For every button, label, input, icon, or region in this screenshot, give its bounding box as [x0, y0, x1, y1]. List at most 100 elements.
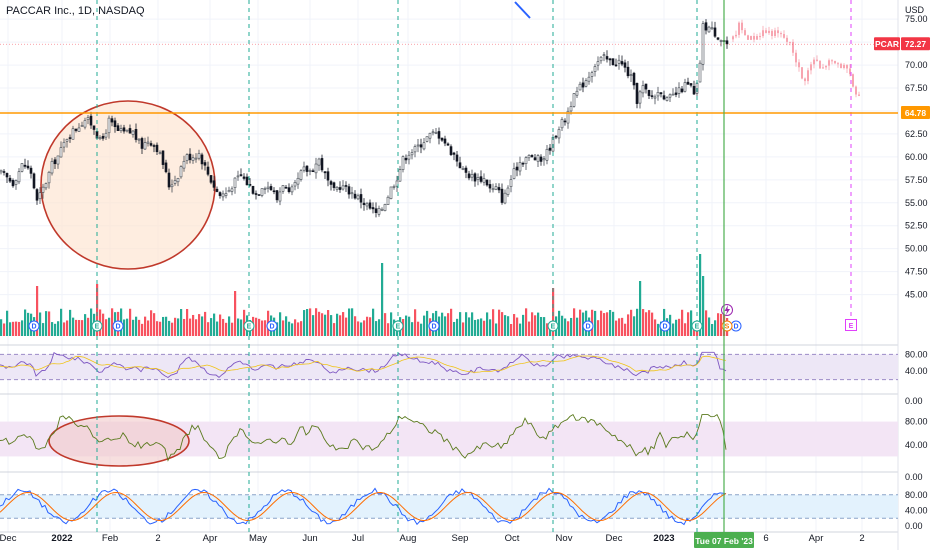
candle-body[interactable]	[53, 159, 57, 165]
candle-body[interactable]	[716, 37, 720, 40]
candle-body[interactable]	[191, 157, 195, 161]
candle-body[interactable]	[317, 158, 321, 166]
candle-body[interactable]	[419, 144, 423, 148]
candle-body[interactable]	[644, 83, 648, 90]
candle-body[interactable]	[485, 179, 489, 186]
candle-body[interactable]	[149, 143, 153, 146]
candle-body[interactable]	[587, 76, 591, 82]
candle-body[interactable]	[131, 130, 135, 135]
candle-body[interactable]	[572, 93, 576, 107]
candle-body[interactable]	[665, 97, 669, 101]
candle-body[interactable]	[395, 180, 399, 187]
candle-body[interactable]	[107, 117, 111, 134]
candle-body[interactable]	[683, 82, 687, 92]
candle-body[interactable]	[275, 190, 279, 201]
candle-body[interactable]	[617, 59, 621, 64]
candle-body[interactable]	[467, 173, 471, 179]
candle-body[interactable]	[449, 146, 453, 155]
candle-body[interactable]	[389, 186, 393, 199]
candle-body[interactable]	[674, 92, 678, 95]
candle-body[interactable]	[194, 157, 198, 160]
candle-body[interactable]	[71, 128, 75, 140]
candle-body[interactable]	[140, 138, 144, 149]
candle-body[interactable]	[608, 58, 612, 61]
dividend-marker[interactable]: D	[112, 320, 124, 332]
candle-body[interactable]	[521, 162, 525, 165]
candle-body[interactable]	[443, 138, 447, 144]
candle-body[interactable]	[29, 167, 33, 174]
candle-body[interactable]	[83, 120, 87, 128]
candle-body[interactable]	[185, 154, 189, 162]
candle-body[interactable]	[386, 196, 390, 205]
candle-body[interactable]	[560, 119, 564, 129]
candle-body[interactable]	[542, 158, 546, 161]
candle-body[interactable]	[341, 185, 345, 190]
candle-body[interactable]	[26, 165, 30, 169]
earnings-marker[interactable]: E	[91, 320, 103, 332]
candle-body[interactable]	[8, 177, 12, 182]
candle-body[interactable]	[590, 72, 594, 77]
candle-body[interactable]	[470, 174, 474, 178]
candle-body[interactable]	[473, 173, 477, 182]
candle-body[interactable]	[401, 156, 405, 170]
candle-body[interactable]	[509, 179, 513, 187]
candle-body[interactable]	[506, 187, 510, 195]
candle-body[interactable]	[200, 154, 204, 165]
ellipse-annotation-oscillator[interactable]	[48, 415, 190, 467]
candle-body[interactable]	[713, 27, 717, 37]
candle-body[interactable]	[263, 188, 267, 190]
candle-body[interactable]	[422, 142, 426, 150]
candle-body[interactable]	[158, 152, 162, 154]
candle-body[interactable]	[269, 186, 273, 190]
candle-body[interactable]	[227, 190, 231, 193]
candle-body[interactable]	[17, 171, 21, 183]
ellipse-annotation-price[interactable]	[40, 100, 216, 270]
candle-body[interactable]	[398, 169, 402, 182]
trend-line[interactable]	[514, 1, 531, 19]
candle-body[interactable]	[416, 144, 420, 147]
candle-body[interactable]	[215, 188, 219, 192]
candle-body[interactable]	[650, 95, 654, 97]
candle-body[interactable]	[719, 40, 723, 42]
candle-body[interactable]	[380, 208, 384, 211]
candle-body[interactable]	[266, 186, 270, 189]
candle-body[interactable]	[230, 188, 234, 192]
candle-body[interactable]	[122, 127, 126, 132]
candle-body[interactable]	[257, 194, 261, 196]
candle-body[interactable]	[218, 192, 222, 196]
candle-body[interactable]	[569, 106, 573, 112]
candle-body[interactable]	[686, 81, 690, 85]
candle-body[interactable]	[167, 172, 171, 188]
candle-body[interactable]	[176, 178, 180, 183]
candle-body[interactable]	[536, 155, 540, 162]
candle-body[interactable]	[323, 171, 327, 174]
candle-body[interactable]	[92, 125, 96, 130]
candle-body[interactable]	[2, 171, 6, 173]
candle-body[interactable]	[575, 90, 579, 96]
candle-body[interactable]	[539, 156, 543, 162]
candle-body[interactable]	[437, 131, 441, 139]
candle-body[interactable]	[377, 208, 381, 215]
candle-body[interactable]	[440, 137, 444, 141]
candle-body[interactable]	[632, 72, 636, 86]
dividend-marker[interactable]: D	[428, 320, 440, 332]
candle-body[interactable]	[134, 129, 138, 140]
dividend-marker[interactable]: D	[266, 320, 278, 332]
candle-body[interactable]	[155, 144, 159, 153]
candle-body[interactable]	[479, 176, 483, 182]
candle-body[interactable]	[113, 120, 117, 127]
candle-body[interactable]	[638, 91, 642, 104]
candle-body[interactable]	[434, 132, 438, 134]
candle-body[interactable]	[620, 61, 624, 65]
candle-body[interactable]	[335, 186, 339, 190]
candle-body[interactable]	[533, 157, 537, 161]
candle-body[interactable]	[206, 166, 210, 175]
candle-body[interactable]	[59, 147, 63, 158]
candle-body[interactable]	[680, 88, 684, 93]
candle-body[interactable]	[611, 58, 615, 65]
candle-body[interactable]	[242, 176, 246, 179]
candle-body[interactable]	[461, 168, 465, 170]
candle-body[interactable]	[0, 169, 3, 173]
dividend-marker[interactable]: D	[659, 320, 671, 332]
